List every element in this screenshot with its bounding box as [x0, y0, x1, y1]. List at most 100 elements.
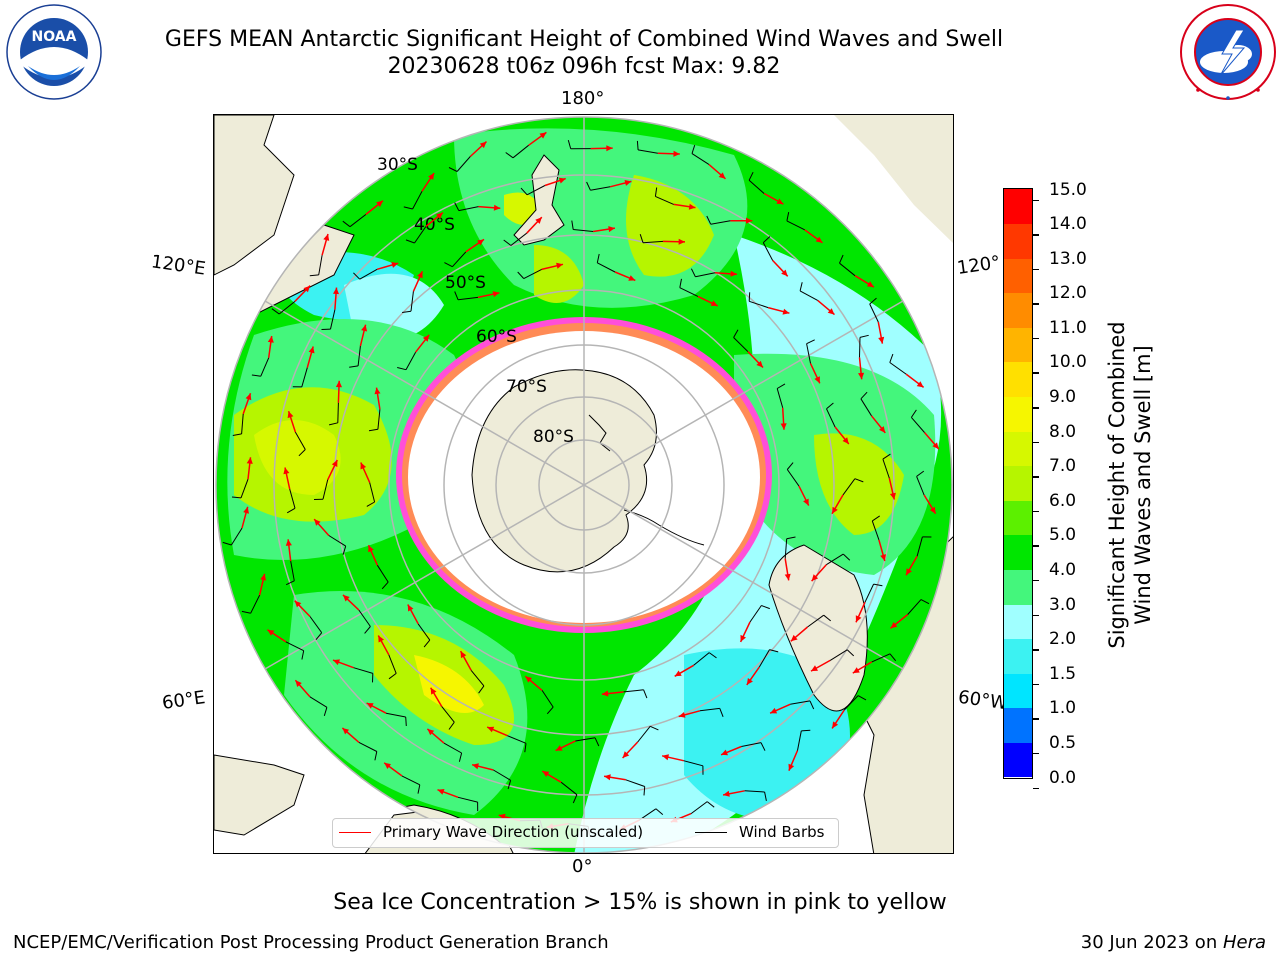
wave-arrow-head [673, 150, 680, 157]
wave-arrow-head [368, 545, 374, 553]
lat-label-40: 40°S [414, 215, 455, 235]
colorbar-segment [1004, 534, 1032, 570]
wind-barb [829, 649, 848, 661]
wind-barb-feather [503, 239, 512, 246]
wind-barb [790, 700, 811, 705]
wave-arrow-head [756, 360, 763, 368]
colorbar-tick-label: 15.0 [1033, 180, 1087, 210]
wind-barb-feather [799, 282, 803, 292]
wave-arrow-head [378, 635, 384, 643]
lon-label-60w: 60°W [956, 686, 1009, 715]
colorbar-segment [1004, 258, 1032, 294]
wind-barb [762, 242, 774, 261]
wind-barb [859, 337, 861, 358]
wave-arrow-head [295, 680, 302, 687]
wind-barb [797, 730, 802, 751]
wind-barb-feather [748, 292, 751, 302]
wind-barb-feather [454, 202, 460, 211]
wind-barb-feather [706, 215, 712, 225]
wave-arrow-head [314, 519, 321, 526]
colorbar-tick-label: 6.0 [1033, 491, 1076, 521]
wind-barb-feather [403, 206, 413, 210]
wind-barb-feather [364, 626, 371, 634]
wind-barb-feather [873, 583, 883, 587]
wave-arrow-head [472, 763, 479, 770]
wind-barb [786, 220, 805, 231]
wave-arrow-head [492, 291, 500, 298]
wind-barb [457, 796, 478, 803]
wind-barbs [222, 139, 932, 836]
wind-barb [290, 561, 295, 581]
wind-barb [655, 195, 674, 205]
wind-barb [412, 191, 423, 210]
wind-barb [294, 431, 306, 450]
wind-barb-feather [572, 794, 578, 804]
wind-barb [359, 268, 378, 280]
wind-barb-feather [842, 553, 851, 561]
wave-arrow-head [267, 336, 274, 343]
wave-arrow-head [723, 790, 730, 797]
wave-arrow-head [343, 594, 350, 602]
wind-barb [240, 479, 249, 499]
colorbar-segment [1004, 431, 1032, 467]
wind-barb [388, 654, 397, 674]
wind-barb-feather [708, 652, 717, 659]
south-america-land [768, 544, 868, 712]
footer-host: Hera [1222, 932, 1266, 953]
map-legend: Primary Wave Direction (unscaled) Wind B… [332, 818, 839, 848]
wave-arrow-head [811, 665, 818, 672]
wind-barb [748, 179, 765, 194]
wind-barb [786, 469, 800, 487]
colorbar-segment [1004, 707, 1032, 743]
wind-barb [758, 649, 770, 668]
wind-barb [369, 482, 376, 503]
wind-barb [230, 527, 243, 546]
wave-arrow-head [788, 763, 795, 771]
wind-barb [377, 409, 381, 430]
wind-barb [337, 402, 339, 423]
wave-arrow-head [535, 217, 542, 224]
wind-barb [260, 357, 270, 377]
wave-arrow-head [879, 426, 886, 433]
wind-barb-feather [517, 271, 525, 279]
wind-barb-feather [869, 297, 877, 305]
wind-barb-feather [654, 187, 658, 197]
wind-barb [241, 413, 244, 434]
wind-barb [860, 398, 872, 417]
wave-arrow-head [678, 238, 685, 245]
wind-barb-feather [846, 649, 855, 657]
wind-barb [289, 488, 296, 509]
wind-barb [916, 476, 925, 496]
latitude-labels: 30°S 40°S 50°S 60°S 70°S 80°S [377, 155, 574, 447]
wave-arrow-head [384, 762, 391, 769]
colorbar-tick-label: 3.0 [1033, 595, 1076, 625]
wave-arrow-head [842, 437, 849, 444]
wind-barb-feather [889, 653, 897, 662]
wind-barb-feather [809, 700, 815, 710]
wave-arrow-head [542, 771, 550, 777]
wave-arrow-head [866, 281, 874, 288]
wind-barb [843, 695, 859, 711]
wind-barb [679, 287, 699, 297]
wind-barb [357, 346, 361, 366]
wind-barb [741, 742, 762, 747]
nws-logo-icon [1180, 4, 1276, 100]
wave-arrow-head [323, 234, 330, 241]
wind-barb-feather [397, 367, 407, 371]
wind-barb-feather [342, 545, 347, 555]
colorbar-tick-label: 0.0 [1033, 768, 1076, 798]
wind-barb [328, 535, 346, 547]
wind-barb [733, 337, 749, 352]
colorbar-segment [1004, 673, 1032, 709]
wind-barb-feather [349, 365, 359, 368]
wind-barb [493, 769, 511, 781]
wind-barb-feather [271, 308, 280, 315]
wind-barb [541, 690, 554, 708]
wind-barb [916, 536, 923, 557]
wave-arrow-head [556, 262, 563, 269]
wind-barb-feather [761, 605, 770, 610]
legend-wave-direction: Primary Wave Direction (unscaled) [339, 823, 643, 841]
wind-barb-feather [567, 139, 572, 149]
wind-barb [510, 232, 528, 246]
wind-barb-feather [594, 737, 600, 747]
